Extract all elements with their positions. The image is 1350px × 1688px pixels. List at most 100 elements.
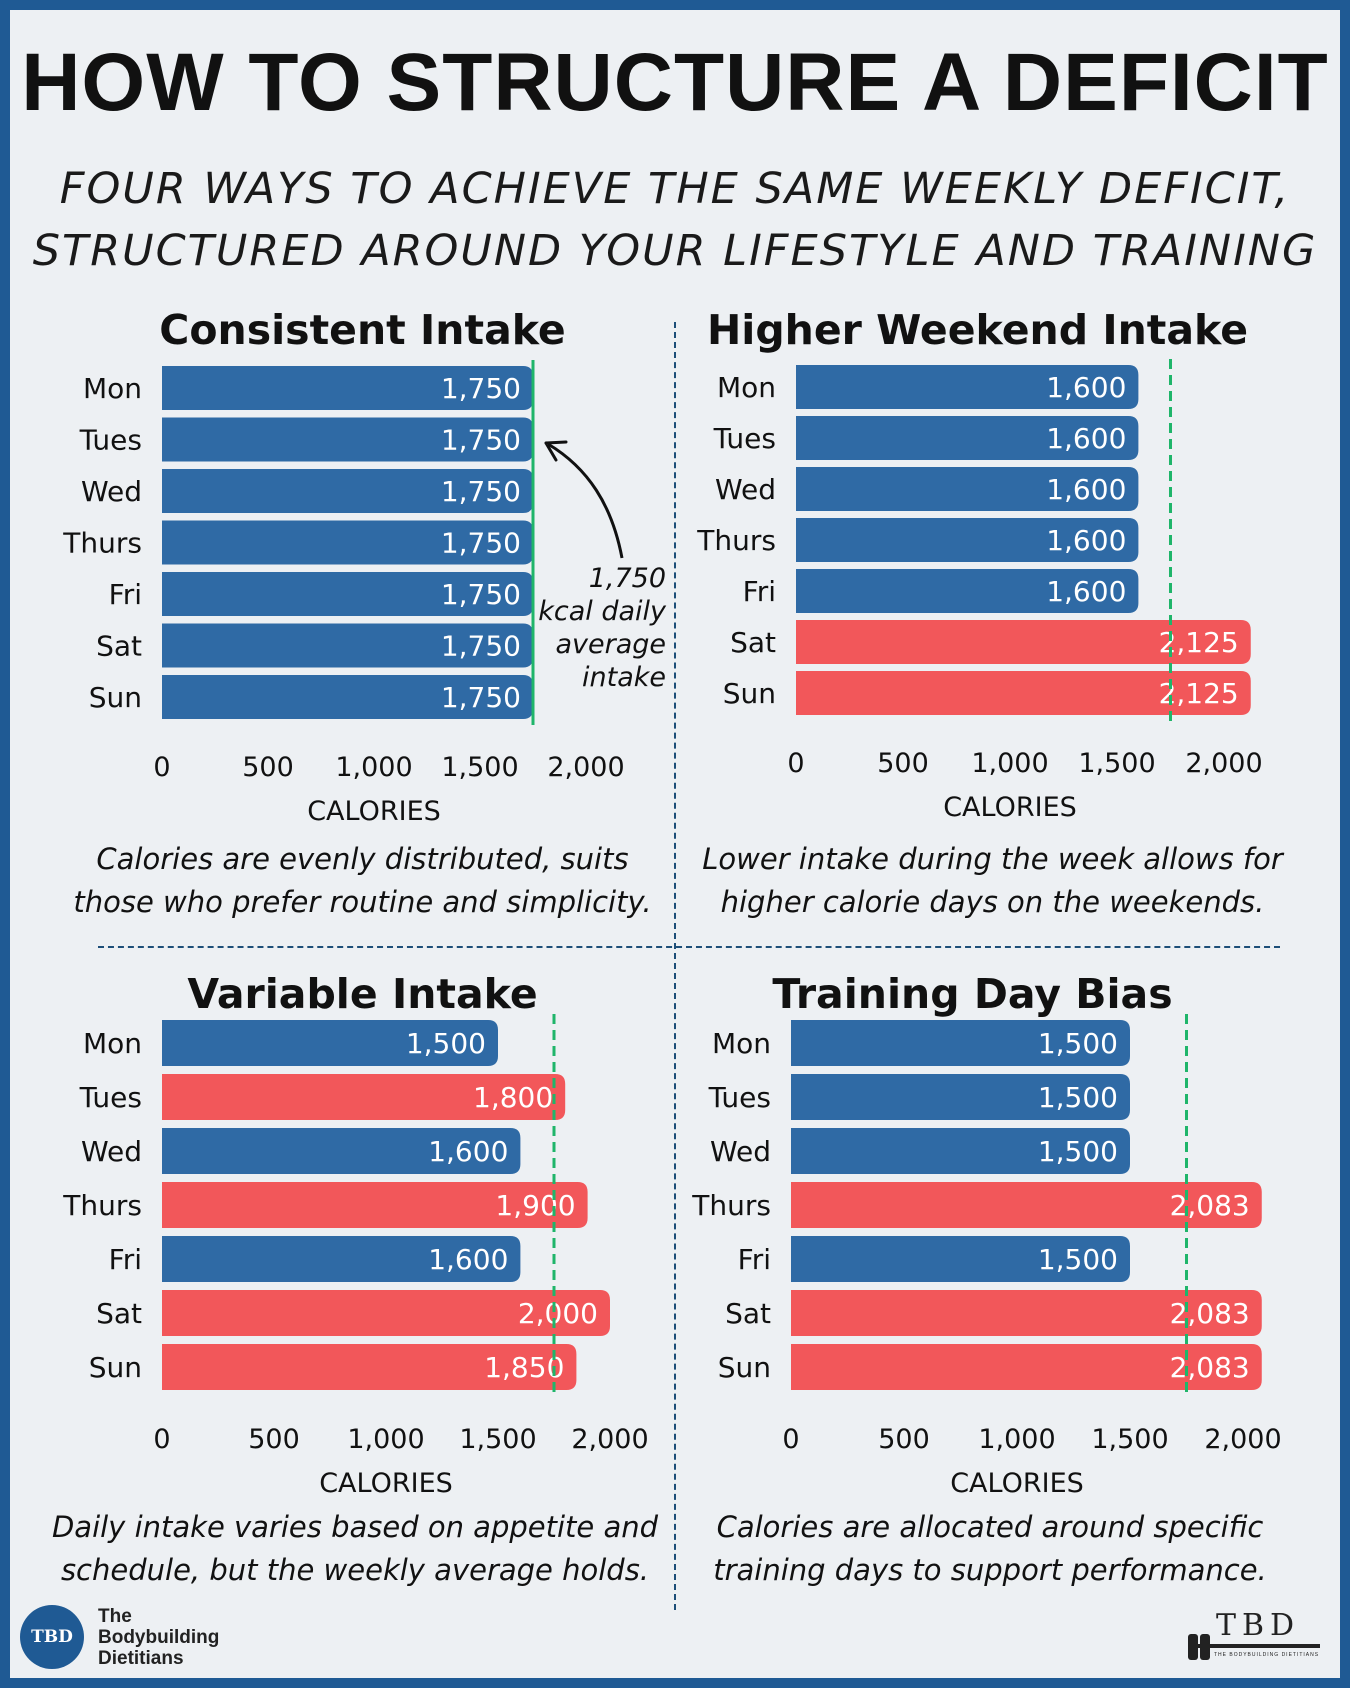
average-annotation: 1,750 kcal daily average intake [520, 562, 666, 694]
panel-title-weekend: Higher Weekend Intake [706, 306, 1249, 354]
bar-value-label: 1,600 [428, 1135, 508, 1168]
x-tick-label: 0 [153, 1424, 170, 1455]
bar-value-label: 1,600 [1046, 575, 1126, 608]
bar-fri [791, 1236, 1130, 1282]
panel-title-consistent: Consistent Intake [159, 306, 566, 354]
caption-line-1: Daily intake varies based on appetite an… [51, 1510, 659, 1544]
x-tick-label: 1,000 [978, 1424, 1055, 1455]
panel-title-variable: Variable Intake [187, 970, 538, 1018]
bar-sun [162, 675, 533, 719]
bar-fri [796, 569, 1139, 613]
category-label-sat: Sat [725, 1297, 771, 1330]
x-tick-label: 1,000 [971, 748, 1048, 779]
bar-value-label: 1,600 [1046, 524, 1126, 557]
bar-value-label: 1,600 [1046, 371, 1126, 404]
bar-mon [791, 1020, 1130, 1066]
category-label-fri: Fri [109, 578, 142, 611]
category-label-tues: Tues [79, 1081, 142, 1114]
category-label-mon: Mon [83, 1027, 142, 1060]
bar-value-label: 1,500 [1038, 1027, 1118, 1060]
category-label-sun: Sun [718, 1351, 771, 1384]
bar-mon [162, 366, 533, 410]
brand-name-line-1: The [98, 1606, 132, 1627]
category-label-wed: Wed [81, 1135, 142, 1168]
bar-value-label: 1,750 [441, 424, 521, 457]
category-label-sun: Sun [89, 1351, 142, 1384]
x-tick-label: 0 [782, 1424, 799, 1455]
x-axis-label: CALORIES [319, 1468, 453, 1499]
tbd-wordmark: TBD [1216, 1608, 1301, 1643]
caption-line-1: Lower intake during the week allows for [702, 842, 1283, 876]
category-label-mon: Mon [717, 371, 776, 404]
caption-line-1: Calories are evenly distributed, suits [96, 842, 629, 876]
panel-caption-training: Calories are allocated around specific t… [690, 1506, 1290, 1592]
category-label-fri: Fri [743, 575, 776, 608]
bar-thurs [791, 1182, 1262, 1228]
bar-value-label: 1,500 [1038, 1081, 1118, 1114]
x-tick-label: 0 [787, 748, 804, 779]
bar-value-label: 1,750 [441, 578, 521, 611]
annotation-line-1: 1,750 [588, 563, 666, 594]
category-label-wed: Wed [81, 475, 142, 508]
panel-caption-weekend: Lower intake during the week allows for … [690, 838, 1295, 924]
bar-value-label: 1,850 [484, 1351, 564, 1384]
category-label-sun: Sun [89, 681, 142, 714]
bar-wed [791, 1128, 1130, 1174]
panel-caption-consistent: Calories are evenly distributed, suits t… [60, 838, 665, 924]
x-tick-label: 1,500 [1078, 748, 1155, 779]
bar-value-label: 2,083 [1170, 1351, 1250, 1384]
bar-sun [796, 671, 1251, 715]
bar-value-label: 1,600 [1046, 422, 1126, 455]
page-title: HOW TO STRUCTURE A DEFICIT [21, 37, 1329, 128]
bar-tues [162, 1074, 566, 1120]
bar-value-label: 1,750 [441, 475, 521, 508]
category-label-tues: Tues [708, 1081, 771, 1114]
x-tick-label: 500 [242, 752, 294, 783]
vertical-divider [674, 322, 676, 1610]
bar-mon [162, 1020, 498, 1066]
x-tick-label: 1,500 [441, 752, 518, 783]
category-label-thurs: Thurs [62, 1189, 142, 1222]
barbell-plate-icon [1200, 1634, 1210, 1660]
bar-tues [796, 416, 1139, 460]
x-tick-label: 2,000 [1185, 748, 1262, 779]
bar-thurs [162, 520, 533, 565]
x-axis-label: CALORIES [943, 792, 1077, 823]
category-label-wed: Wed [710, 1135, 771, 1168]
category-label-sun: Sun [723, 677, 776, 710]
barbell-icon [1190, 1644, 1320, 1648]
bar-sun [791, 1344, 1262, 1390]
bar-value-label: 2,083 [1170, 1297, 1250, 1330]
x-tick-label: 0 [153, 752, 170, 783]
x-tick-label: 500 [248, 1424, 300, 1455]
category-label-sat: Sat [730, 626, 776, 659]
bar-mon [796, 365, 1139, 409]
category-label-mon: Mon [83, 372, 142, 405]
bar-value-label: 1,750 [441, 372, 521, 405]
bar-value-label: 1,600 [1046, 473, 1126, 506]
horizontal-divider [98, 946, 1280, 948]
category-label-tues: Tues [713, 422, 776, 455]
bar-value-label: 1,750 [441, 630, 521, 663]
bar-wed [162, 1128, 521, 1174]
panel-title-training: Training Day Bias [772, 970, 1173, 1018]
annotation-line-2: kcal daily [538, 596, 666, 627]
brand-name-line-2: Bodybuilding [98, 1627, 220, 1648]
caption-line-2: higher calorie days on the weekends. [720, 885, 1265, 919]
subtitle-line-1: FOUR WAYS TO ACHIEVE THE SAME WEEKLY DEF… [59, 164, 1291, 214]
bar-sat [162, 1290, 610, 1336]
bar-sat [162, 623, 533, 668]
bar-value-label: 1,900 [495, 1189, 575, 1222]
arrow-head-icon [544, 440, 568, 462]
bar-sun [162, 1344, 577, 1390]
x-tick-label: 500 [878, 1424, 930, 1455]
category-label-thurs: Thurs [62, 527, 142, 560]
subtitle-line-2: STRUCTURED AROUND YOUR LIFESTYLE AND TRA… [32, 226, 1318, 276]
category-label-sat: Sat [96, 630, 142, 663]
category-label-sat: Sat [96, 1297, 142, 1330]
barbell-plate-icon [1188, 1634, 1198, 1660]
